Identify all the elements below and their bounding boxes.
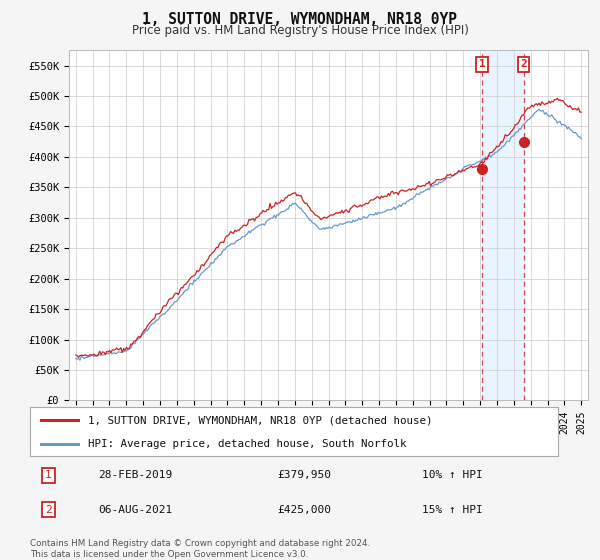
Text: 1, SUTTON DRIVE, WYMONDHAM, NR18 0YP: 1, SUTTON DRIVE, WYMONDHAM, NR18 0YP [143, 12, 458, 27]
Text: 2: 2 [520, 59, 527, 69]
Text: £379,950: £379,950 [278, 470, 332, 480]
Text: 28-FEB-2019: 28-FEB-2019 [98, 470, 173, 480]
Text: 2: 2 [45, 505, 52, 515]
Text: 10% ↑ HPI: 10% ↑ HPI [422, 470, 483, 480]
Text: 06-AUG-2021: 06-AUG-2021 [98, 505, 173, 515]
Text: Price paid vs. HM Land Registry's House Price Index (HPI): Price paid vs. HM Land Registry's House … [131, 24, 469, 37]
Text: 1: 1 [45, 470, 52, 480]
Text: HPI: Average price, detached house, South Norfolk: HPI: Average price, detached house, Sout… [88, 439, 407, 449]
Text: £425,000: £425,000 [278, 505, 332, 515]
Bar [482, 50, 524, 400]
Text: Contains HM Land Registry data © Crown copyright and database right 2024.
This d: Contains HM Land Registry data © Crown c… [30, 539, 370, 559]
Text: 1, SUTTON DRIVE, WYMONDHAM, NR18 0YP (detached house): 1, SUTTON DRIVE, WYMONDHAM, NR18 0YP (de… [88, 416, 433, 426]
Text: 1: 1 [479, 59, 485, 69]
Text: 15% ↑ HPI: 15% ↑ HPI [422, 505, 483, 515]
